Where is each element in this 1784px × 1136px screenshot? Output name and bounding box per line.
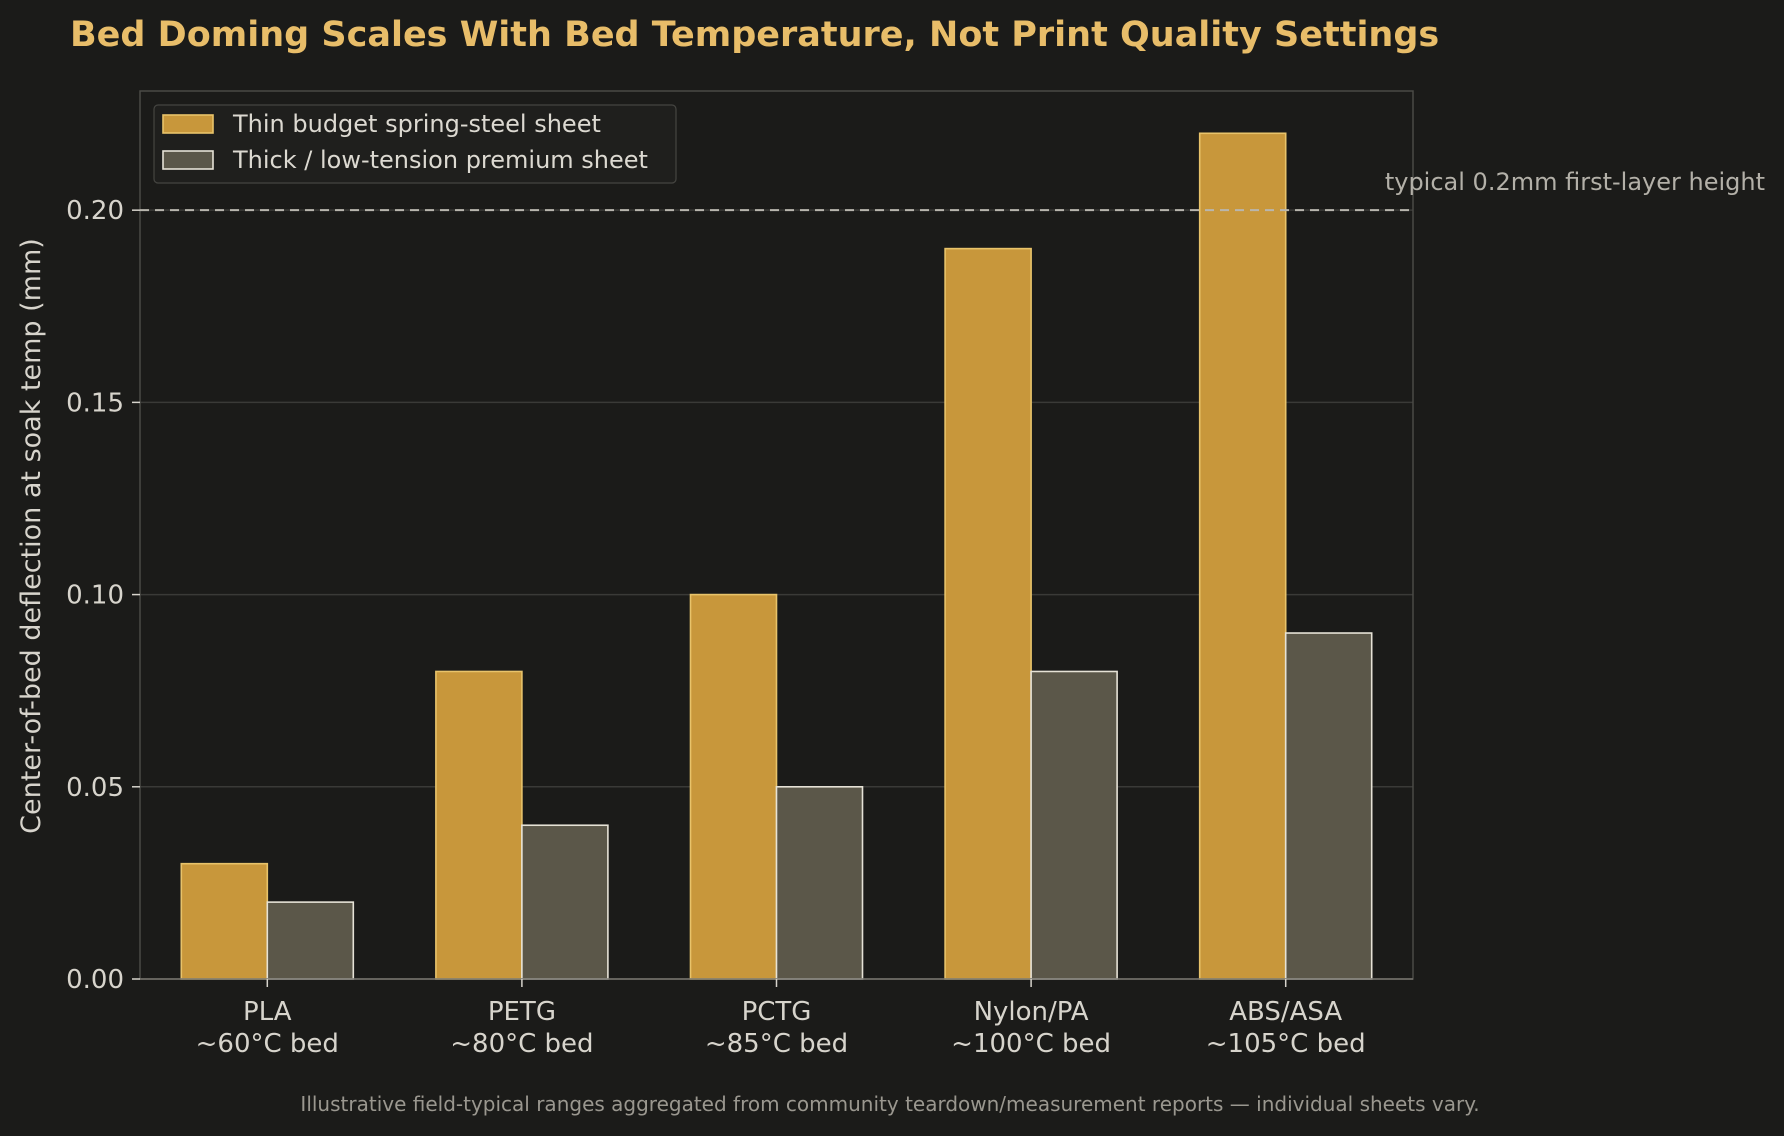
bars [180, 132, 1373, 980]
legend: Thin budget spring-steel sheet Thick / lo… [153, 104, 677, 184]
x-tick-label: Nylon/PA [974, 997, 1089, 1027]
bar-thin-2 [689, 593, 778, 980]
y-axis: 0.00 0.05 0.10 0.15 0.20 [66, 196, 140, 995]
bar-thin-0 [180, 862, 269, 980]
y-tick-label: 0.05 [66, 773, 124, 803]
bar-thick-1 [521, 824, 609, 980]
x-tick-label: ABS/ASA [1229, 997, 1342, 1027]
footnote: Illustrative field-typical ranges aggreg… [300, 1092, 1479, 1116]
reference-line-label: typical 0.2mm first-layer height [1385, 168, 1765, 196]
legend-box [153, 104, 677, 184]
x-tick-label: PETG [488, 997, 556, 1027]
x-tick-label: PCTG [742, 997, 812, 1027]
x-tick-label: ~80°C bed [450, 1029, 593, 1059]
legend-swatch-1 [162, 150, 214, 170]
bar-thin-1 [435, 670, 523, 980]
x-axis: PLA~60°C bed PETG~80°C bed PCTG~85°C bed Ny… [140, 978, 1413, 1059]
legend-label-0: Thin budget spring-steel sheet [232, 110, 601, 138]
bar-thick-3 [1030, 670, 1118, 980]
bar-thick-0 [266, 901, 355, 980]
legend-label-1: Thick / low-tension premium sheet [232, 146, 648, 174]
x-tick-label: ~85°C bed [705, 1029, 848, 1059]
chart-title: Bed Doming Scales With Bed Temperature, … [70, 15, 1439, 55]
y-tick-label: 0.00 [66, 965, 124, 995]
x-tick-label: ~60°C bed [196, 1029, 339, 1059]
bar-thin-4 [1198, 132, 1287, 980]
x-tick-label: PLA [243, 997, 292, 1027]
y-axis-label: Center-of-bed deflection at soak temp (m… [16, 238, 47, 834]
reference-line-group: typical 0.2mm first-layer height [140, 168, 1765, 212]
y-tick-label: 0.10 [66, 581, 124, 611]
legend-swatch-0 [162, 114, 214, 134]
bar-thick-4 [1284, 632, 1373, 980]
y-tick-label: 0.20 [66, 196, 124, 226]
bar-thin-3 [944, 247, 1032, 980]
bar-thick-2 [775, 785, 864, 980]
x-tick-label: ~100°C bed [951, 1029, 1111, 1059]
x-tick-label: ~105°C bed [1206, 1029, 1366, 1059]
y-tick-label: 0.15 [66, 388, 124, 418]
